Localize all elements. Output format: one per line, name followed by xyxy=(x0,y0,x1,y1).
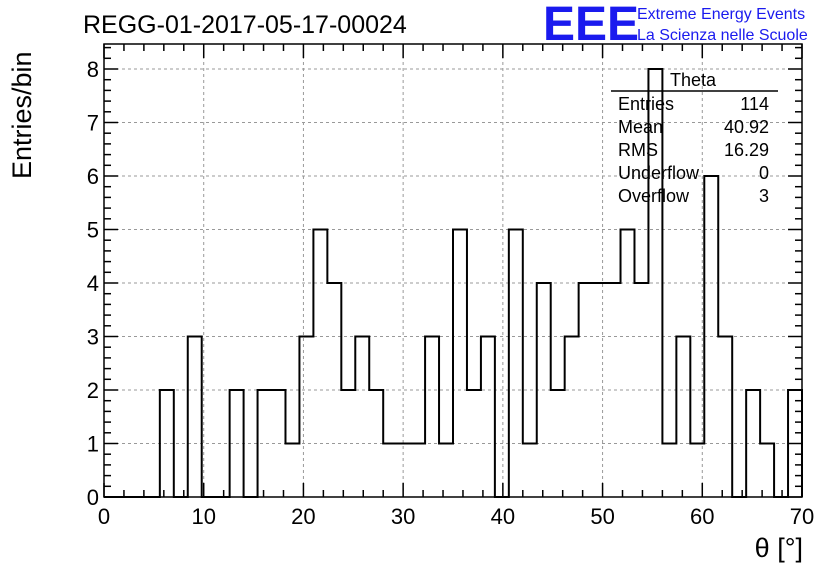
histogram-bin xyxy=(760,444,774,498)
plot-frame xyxy=(103,43,803,498)
histogram-bin xyxy=(676,337,690,498)
histogram-bin xyxy=(313,230,327,498)
histogram-bars xyxy=(104,68,803,498)
histogram-bin xyxy=(537,283,551,497)
stats-label: Entries xyxy=(618,94,674,114)
histogram-bin xyxy=(565,337,579,498)
histogram-bin xyxy=(230,390,244,497)
histogram-bin xyxy=(746,390,760,497)
stats-value: 3 xyxy=(759,186,769,206)
histogram-bin xyxy=(481,337,495,498)
stats-label: Mean xyxy=(618,117,663,137)
histogram-bin xyxy=(188,337,202,498)
histogram-bin xyxy=(425,337,439,498)
histogram-bin xyxy=(467,390,481,497)
histogram-bin xyxy=(607,283,621,497)
histogram-bin xyxy=(272,390,286,497)
histogram-bin xyxy=(621,230,635,498)
histogram-bin xyxy=(593,283,607,497)
x-tick-label: 20 xyxy=(291,504,315,529)
histogram-bin xyxy=(160,390,174,497)
histogram-bin xyxy=(551,390,565,497)
stats-rows: Entries 114 Mean 40.92 RMS 16.29 Underflow 0 Ove… xyxy=(618,94,769,206)
stats-value: 16.29 xyxy=(724,140,769,160)
x-tick-label: 50 xyxy=(590,504,614,529)
stats-label: Underflow xyxy=(618,163,700,183)
x-tick-label: 0 xyxy=(98,504,110,529)
stats-label: RMS xyxy=(618,140,658,160)
y-tick-label: 8 xyxy=(87,57,99,82)
logo: EEE Extreme Energy Events La Scienza nel… xyxy=(543,0,808,51)
stats-title: Theta xyxy=(670,70,717,90)
histogram-bin xyxy=(258,390,272,497)
x-axis-label: θ [°] xyxy=(755,533,803,563)
x-tick-label: 70 xyxy=(790,504,814,529)
stats-label: Overflow xyxy=(618,186,690,206)
x-tick-label: 60 xyxy=(690,504,714,529)
histogram-bin xyxy=(509,230,523,498)
histogram-bin xyxy=(662,444,676,498)
stats-value: 114 xyxy=(740,94,769,114)
histogram-bin xyxy=(411,444,425,498)
histogram-outline xyxy=(104,68,803,498)
y-axis-label: Entries/bin xyxy=(7,51,37,179)
y-tick-label: 2 xyxy=(87,378,99,403)
chart-title: REGG-01-2017-05-17-00024 xyxy=(83,11,407,39)
histogram-bin xyxy=(355,337,369,498)
histogram-bin xyxy=(369,390,383,497)
x-tick-label: 40 xyxy=(491,504,515,529)
histogram-bin xyxy=(327,283,341,497)
histogram-bin xyxy=(383,444,397,498)
y-tick-label: 1 xyxy=(87,432,99,457)
histogram-bin xyxy=(439,444,453,498)
histogram-bin xyxy=(704,176,718,497)
x-tick-label: 30 xyxy=(391,504,415,529)
histogram-bin xyxy=(579,283,593,497)
y-tick-label: 7 xyxy=(87,111,99,136)
histogram-bin xyxy=(453,230,467,498)
y-tick-label: 0 xyxy=(87,485,99,510)
histogram-bin xyxy=(634,283,648,497)
logo-mark: EEE xyxy=(543,0,639,51)
histogram-bin xyxy=(285,444,299,498)
logo-line-1: Extreme Energy Events xyxy=(637,6,805,23)
histogram-bin xyxy=(299,337,313,498)
y-tick-label: 5 xyxy=(87,218,99,243)
x-tick-label: 10 xyxy=(191,504,215,529)
y-tick-label: 4 xyxy=(87,271,99,296)
histogram-bin xyxy=(397,444,411,498)
histogram-bin xyxy=(523,444,537,498)
y-tick-label: 6 xyxy=(87,164,99,189)
histogram-bin xyxy=(718,337,732,498)
histogram-bin xyxy=(341,390,355,497)
stats-value: 40.92 xyxy=(724,117,769,137)
y-tick-label: 3 xyxy=(87,325,99,350)
stats-box: Theta Entries 114 Mean 40.92 RMS 16.29 Underfl… xyxy=(611,70,778,206)
logo-line-2: La Scienza nelle Scuole xyxy=(637,27,808,44)
stats-value: 0 xyxy=(759,163,769,183)
